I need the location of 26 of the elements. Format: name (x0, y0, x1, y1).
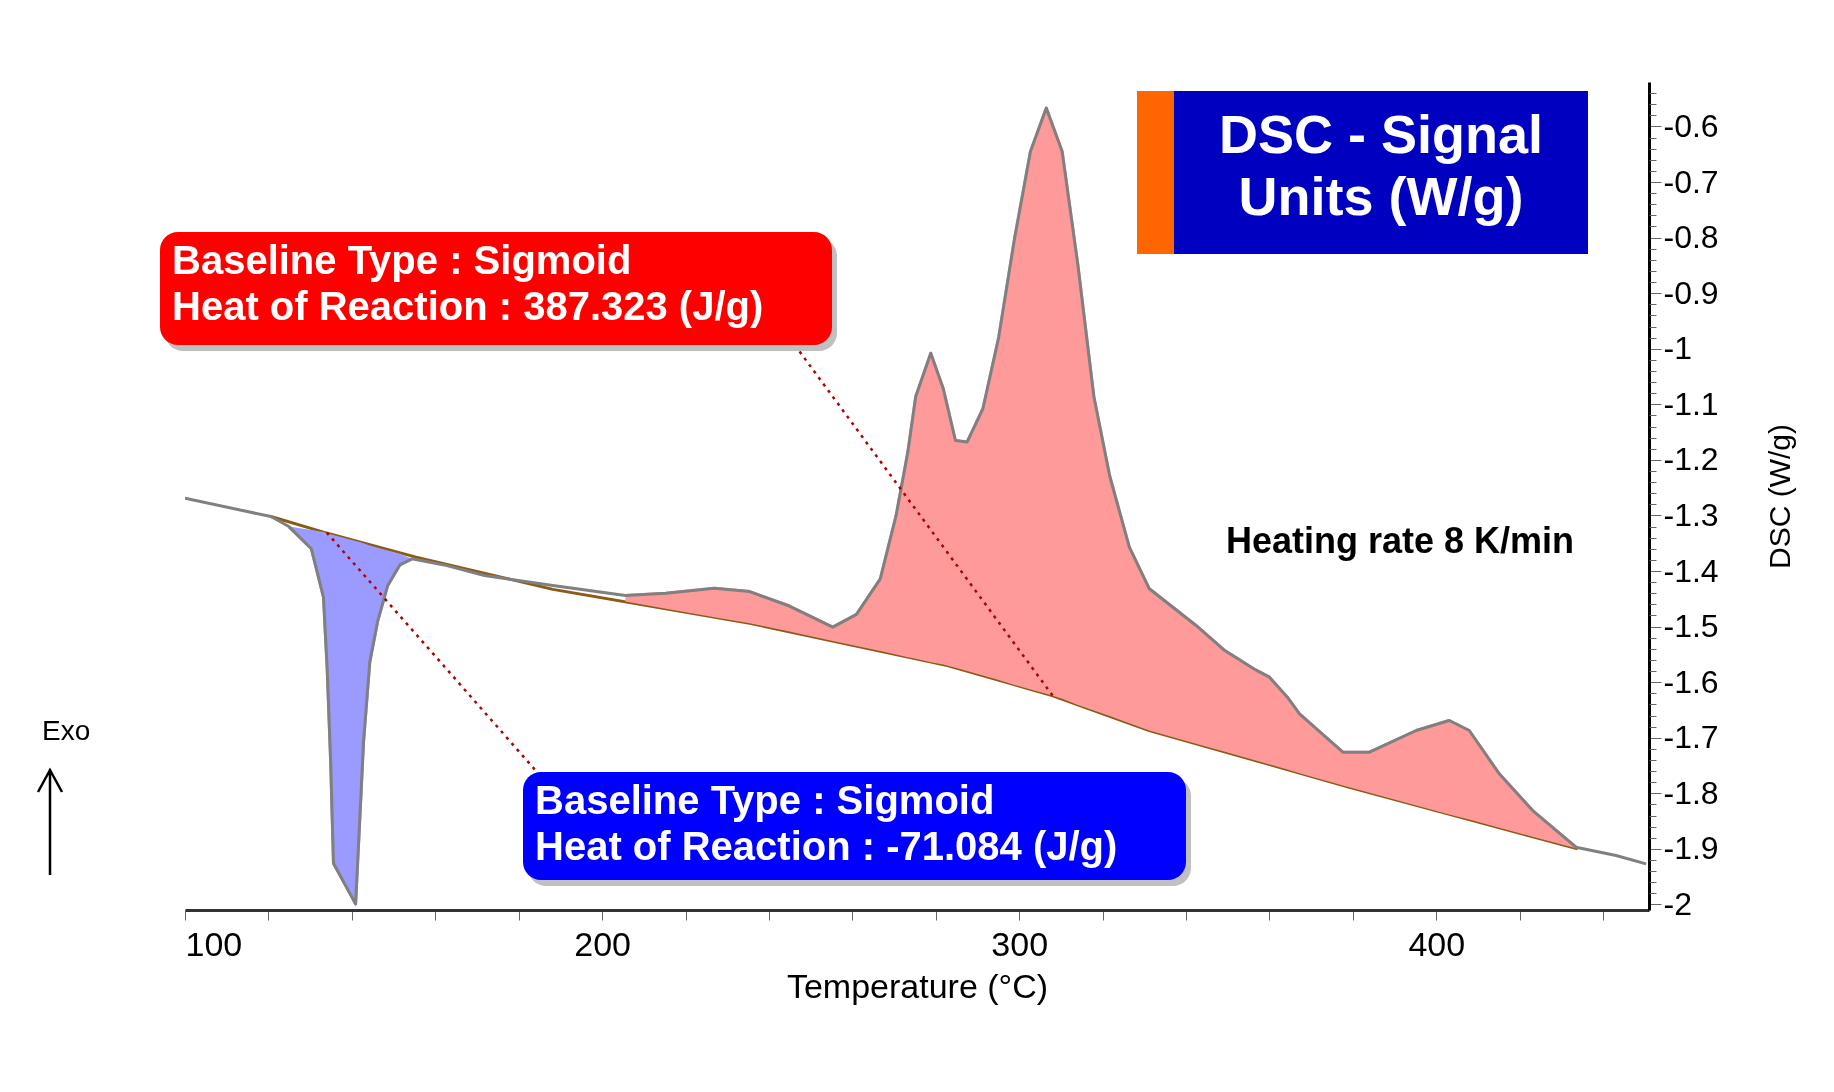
y-tick-label: -1.5 (1663, 608, 1719, 645)
y-tick-label: -1.3 (1663, 496, 1719, 533)
y-tick-label: -1 (1663, 330, 1692, 367)
x-tick-label: 300 (991, 924, 1049, 963)
y-tick-label: -1.9 (1663, 830, 1719, 867)
x-tick-label: 400 (1408, 924, 1466, 963)
y-tick-label: -0.7 (1663, 163, 1719, 200)
y-tick-label: -2 (1663, 885, 1692, 922)
x-tick-label: 200 (574, 924, 631, 963)
text: DSC - Signal Units (W/g) (1218, 104, 1544, 227)
text: Exo (42, 715, 91, 746)
y-tick-label: -1.8 (1663, 774, 1719, 811)
annotation: Baseline Type : Sigmoid Heat of Reaction : -71.084 (J/g) (535, 778, 1118, 868)
y-tick-label: -1.4 (1663, 552, 1719, 589)
y-tick-label: -1.6 (1663, 663, 1719, 700)
y-tick-label: -1.1 (1663, 385, 1719, 422)
x-tick-label: 100 (185, 924, 243, 963)
annotation: Baseline Type : Sigmoid Heat of Reaction : 387.323 (J/g) (172, 238, 764, 328)
y-tick-label: -1.7 (1663, 719, 1719, 756)
annotation: Heating rate 8 K/min (1225, 520, 1575, 561)
y-tick-label: -1.2 (1663, 441, 1719, 478)
y-axis-title: DSC (W/g) (1762, 424, 1796, 569)
y-tick-label: -0.8 (1663, 219, 1719, 256)
y-tick-label: -0.9 (1663, 274, 1719, 311)
x-axis-title: Temperature (°C) (786, 966, 1049, 1005)
y-tick-label: -0.6 (1663, 107, 1719, 144)
